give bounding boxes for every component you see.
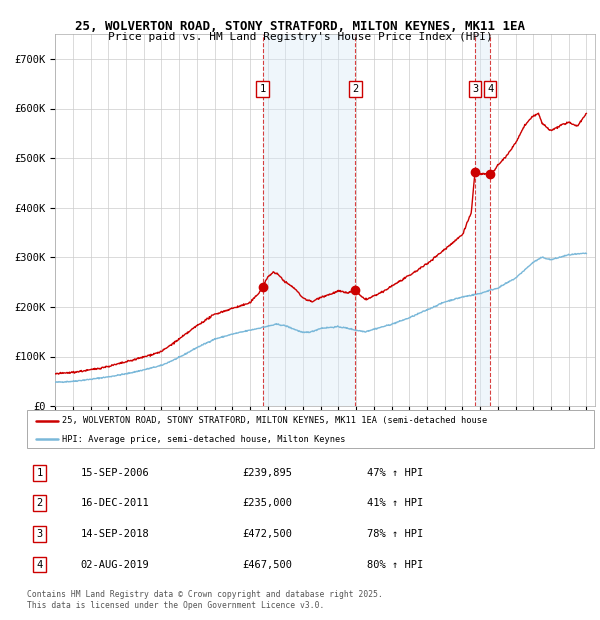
Text: £467,500: £467,500 <box>242 560 292 570</box>
Text: 3: 3 <box>472 84 478 94</box>
Text: 41% ↑ HPI: 41% ↑ HPI <box>367 498 424 508</box>
Text: This data is licensed under the Open Government Licence v3.0.: This data is licensed under the Open Gov… <box>27 601 325 611</box>
Text: 4: 4 <box>487 84 494 94</box>
Text: 2: 2 <box>37 498 43 508</box>
Text: £239,895: £239,895 <box>242 467 292 477</box>
Text: 15-SEP-2006: 15-SEP-2006 <box>81 467 149 477</box>
Bar <box>475 34 490 406</box>
FancyBboxPatch shape <box>27 410 594 448</box>
Text: 3: 3 <box>37 529 43 539</box>
Text: HPI: Average price, semi-detached house, Milton Keynes: HPI: Average price, semi-detached house,… <box>62 435 346 444</box>
Text: £472,500: £472,500 <box>242 529 292 539</box>
Text: 47% ↑ HPI: 47% ↑ HPI <box>367 467 424 477</box>
Text: 80% ↑ HPI: 80% ↑ HPI <box>367 560 424 570</box>
Text: £235,000: £235,000 <box>242 498 292 508</box>
Text: 02-AUG-2019: 02-AUG-2019 <box>81 560 149 570</box>
Text: 1: 1 <box>37 467 43 477</box>
Text: 2: 2 <box>352 84 359 94</box>
Text: 78% ↑ HPI: 78% ↑ HPI <box>367 529 424 539</box>
Text: 4: 4 <box>37 560 43 570</box>
Text: Price paid vs. HM Land Registry's House Price Index (HPI): Price paid vs. HM Land Registry's House … <box>107 32 493 42</box>
Text: 14-SEP-2018: 14-SEP-2018 <box>81 529 149 539</box>
Text: 16-DEC-2011: 16-DEC-2011 <box>81 498 149 508</box>
Bar <box>263 34 355 406</box>
Text: Contains HM Land Registry data © Crown copyright and database right 2025.: Contains HM Land Registry data © Crown c… <box>27 590 383 600</box>
Text: 1: 1 <box>259 84 266 94</box>
Text: 25, WOLVERTON ROAD, STONY STRATFORD, MILTON KEYNES, MK11 1EA (semi-detached hous: 25, WOLVERTON ROAD, STONY STRATFORD, MIL… <box>62 417 487 425</box>
Text: 25, WOLVERTON ROAD, STONY STRATFORD, MILTON KEYNES, MK11 1EA: 25, WOLVERTON ROAD, STONY STRATFORD, MIL… <box>75 20 525 33</box>
